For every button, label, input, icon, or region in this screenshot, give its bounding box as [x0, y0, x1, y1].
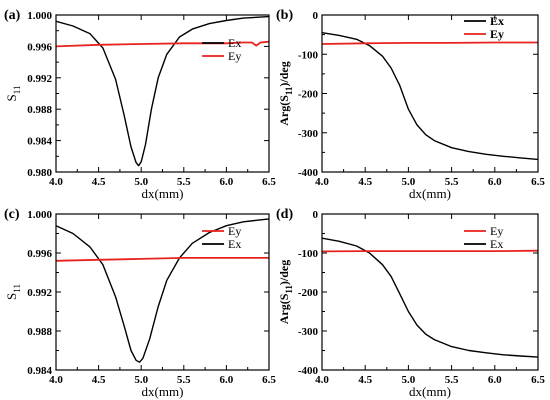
legend-label-ey: Ey: [490, 27, 504, 41]
y-tick-label: 0.996: [27, 41, 52, 53]
x-tick-label: 5.0: [402, 374, 416, 386]
x-tick-label: 4.0: [49, 176, 63, 188]
y-axis-label-sub: 11: [12, 284, 22, 293]
x-tick-label: 5.0: [134, 176, 148, 188]
x-axis-label: dx(mm): [142, 384, 184, 399]
series-line-ex: [322, 237, 538, 358]
y-tick-label: -300: [298, 326, 319, 338]
x-axis-label: dx(mm): [409, 384, 451, 399]
x-tick-label: 5.5: [445, 176, 459, 188]
y-tick-label: 0: [313, 10, 319, 22]
x-tick-label: 6.0: [220, 176, 234, 188]
legend-label-ey: Ey: [490, 224, 503, 238]
x-tick-label: 6.5: [262, 176, 276, 188]
y-tick-label: -200: [298, 287, 319, 299]
y-axis-label-main: S: [4, 94, 19, 101]
series-line-ey: [322, 41, 538, 45]
y-tick-label: -400: [298, 365, 319, 377]
y-axis-label: Arg(S11)/deg: [277, 260, 294, 325]
x-tick-label: 6.0: [488, 374, 502, 386]
panel-label: (a): [4, 8, 21, 23]
y-tick-label: -200: [298, 89, 319, 101]
series-line-ex: [56, 218, 269, 363]
y-tick-label: -100: [298, 248, 319, 260]
legend-label-ex: Ex: [228, 36, 241, 50]
x-tick-label: 4.5: [358, 176, 372, 188]
x-tick-label: 4.0: [49, 374, 63, 386]
x-tick-label: 6.5: [262, 374, 276, 386]
y-tick-label: 1.000: [27, 209, 52, 221]
plot-frame: [55, 213, 270, 371]
x-tick-label: 4.0: [315, 374, 329, 386]
x-tick-label: 4.5: [92, 374, 106, 386]
y-tick-label: -100: [298, 49, 319, 61]
series-line-ex: [56, 15, 269, 167]
x-tick-label: 5.5: [177, 176, 191, 188]
series-line-ex: [322, 32, 538, 161]
y-axis-label-main: S: [4, 293, 19, 300]
panel-label: (d): [276, 207, 293, 222]
y-axis-label: S11: [4, 86, 22, 102]
panel-c: (c) 4.0 4.5 5.0 5.5 6.0 6.5 0.984 0.988 0.992 0.99…: [4, 207, 276, 399]
y-axis-label-sub: 11: [284, 86, 294, 95]
y-tick-label: 0.992: [27, 287, 52, 299]
y-axis-label-sub: 11: [284, 285, 294, 294]
plot-frame: [321, 213, 539, 371]
x-tick-label: 5.0: [134, 374, 148, 386]
y-tick-label: -300: [298, 128, 319, 140]
x-tick-label: 6.5: [531, 176, 545, 188]
y-tick-label: 0.988: [27, 104, 52, 116]
x-tick-label: 5.5: [177, 374, 191, 386]
panel-b: (b) 4.0 4.5 5.0 5.5 6.0 6.5 -400 -300 -200 -100 0 Ex…: [276, 8, 545, 201]
y-tick-label: -400: [298, 167, 319, 179]
y-axis-label-tail: )/deg: [277, 260, 291, 285]
y-axis-label-tail: )/deg: [277, 61, 291, 86]
plot-frame: [55, 14, 270, 173]
x-axis-label: dx(mm): [409, 186, 451, 201]
y-tick-label: 1.000: [27, 10, 52, 22]
x-tick-label: 6.0: [488, 176, 502, 188]
y-tick-label: 0.980: [27, 167, 52, 179]
y-tick-label: 0.984: [27, 136, 52, 148]
y-axis-label-main: Arg(S: [277, 293, 291, 324]
panel-a: (a) 4.0 4.5 5.0 5.5 6.0 6.5 0.980 0.984 0.988 0.99…: [4, 8, 276, 201]
y-tick-label: 0.992: [27, 73, 52, 85]
x-tick-label: 6.5: [531, 374, 545, 386]
y-tick-label: 0.996: [27, 248, 52, 260]
x-axis-label: dx(mm): [142, 186, 184, 201]
x-tick-label: 6.0: [220, 374, 234, 386]
y-axis-label: S11: [4, 284, 22, 300]
y-axis-label: Arg(S11)/deg: [277, 61, 294, 126]
y-axis-label-sub: 11: [12, 86, 22, 95]
series-line-ey: [322, 249, 538, 253]
panel-label: (c): [4, 207, 20, 222]
y-tick-label: 0.984: [27, 365, 52, 377]
legend-label-ey: Ey: [228, 224, 241, 238]
series-line-ey: [56, 257, 269, 262]
series-line-ey: [56, 40, 269, 48]
y-tick-label: 0: [313, 209, 319, 221]
y-tick-label: 0.988: [27, 326, 52, 338]
legend-label-ex: Ex: [490, 14, 504, 28]
y-axis-label-main: Arg(S: [277, 95, 291, 126]
legend-label-ex: Ex: [228, 237, 241, 251]
x-tick-label: 5.5: [445, 374, 459, 386]
x-tick-label: 4.0: [315, 176, 329, 188]
legend-label-ex: Ex: [490, 237, 503, 251]
legend-label-ey: Ey: [228, 49, 241, 63]
panel-label: (b): [276, 8, 293, 23]
x-tick-label: 4.5: [358, 374, 372, 386]
panel-d: (d) 4.0 4.5 5.0 5.5 6.0 6.5 -400 -300 -200 -100 0 Ey…: [276, 207, 545, 399]
plot-frame: [321, 14, 539, 173]
x-tick-label: 5.0: [402, 176, 416, 188]
x-tick-label: 4.5: [92, 176, 106, 188]
